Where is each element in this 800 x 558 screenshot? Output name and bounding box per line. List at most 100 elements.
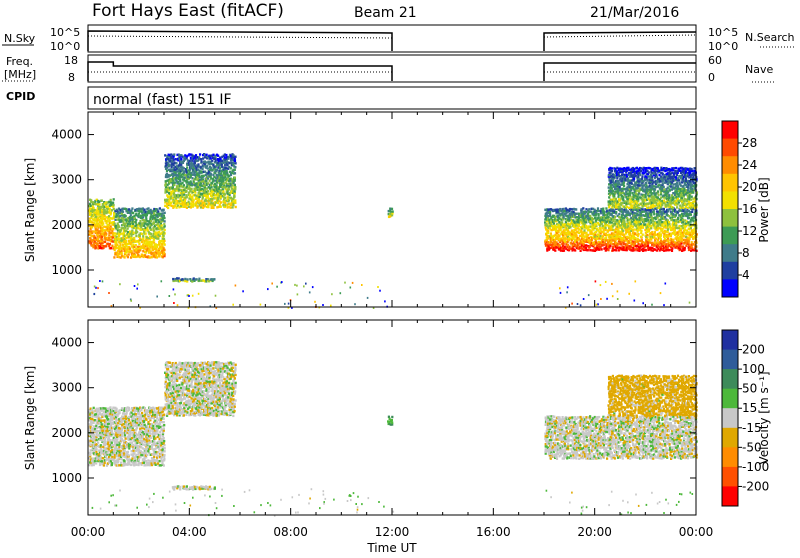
heatmap-cell <box>651 192 653 194</box>
heatmap-cell <box>142 254 144 256</box>
heatmap-cell <box>609 245 611 247</box>
heatmap-cell <box>224 197 226 199</box>
heatmap-cell <box>188 186 190 188</box>
heatmap-cell <box>615 249 617 251</box>
heatmap-cell <box>588 208 590 210</box>
heatmap-cell <box>623 181 625 183</box>
heatmap-cell <box>309 291 311 293</box>
freq-tick-bottom: 8 <box>68 71 75 84</box>
heatmap-cell <box>117 222 119 224</box>
heatmap-cell <box>678 182 680 184</box>
heatmap-cell <box>216 169 218 171</box>
heatmap-cell <box>677 170 679 172</box>
heatmap-cell <box>147 207 149 209</box>
heatmap-cell <box>690 198 692 200</box>
heatmap-cell <box>88 464 90 466</box>
heatmap-cell <box>661 241 663 243</box>
heatmap-cell <box>211 278 213 280</box>
heatmap-cell <box>234 202 236 204</box>
heatmap-cell <box>195 197 197 199</box>
heatmap-cell <box>150 229 152 231</box>
heatmap-cell <box>352 282 354 284</box>
heatmap-cell <box>340 292 342 294</box>
heatmap-cell <box>574 232 576 234</box>
heatmap-cell <box>689 194 691 196</box>
heatmap-cell <box>681 237 683 239</box>
heatmap-cell <box>96 448 98 450</box>
date-label: 21/Mar/2016 <box>590 5 679 21</box>
heatmap-cell <box>218 188 220 190</box>
heatmap-cell <box>630 217 632 219</box>
heatmap-cell <box>567 286 569 288</box>
heatmap-cell <box>689 213 691 215</box>
heatmap-cell <box>143 219 145 221</box>
heatmap-cell <box>159 235 161 237</box>
heatmap-cell <box>153 221 155 223</box>
heatmap-cell <box>640 213 642 215</box>
heatmap-cell <box>692 219 694 221</box>
heatmap-cell <box>200 158 202 160</box>
heatmap-cell <box>144 227 146 229</box>
heatmap-cell <box>185 190 187 192</box>
heatmap-cell <box>559 287 561 289</box>
heatmap-cell <box>217 190 219 192</box>
heatmap-cell <box>610 241 612 243</box>
heatmap-cell <box>134 285 136 287</box>
heatmap-cell <box>156 244 158 246</box>
heatmap-cell <box>620 219 622 221</box>
heatmap-cell <box>657 211 659 213</box>
heatmap-cell <box>173 153 175 155</box>
heatmap-cell <box>163 235 165 237</box>
heatmap-cell <box>575 234 577 236</box>
heatmap-cell <box>634 248 636 250</box>
heatmap-cell <box>647 212 649 214</box>
heatmap-cell <box>588 237 590 239</box>
heatmap-cell <box>687 221 689 223</box>
beam-label: Beam 21 <box>354 5 417 21</box>
heatmap-cell <box>141 233 143 235</box>
heatmap-cell <box>97 234 99 236</box>
heatmap-cell <box>101 227 103 229</box>
heatmap-cell <box>641 218 643 220</box>
heatmap-cell <box>671 194 673 196</box>
nsky-tick-bottom: 10^0 <box>50 40 80 53</box>
heatmap-cell <box>93 464 95 466</box>
heatmap-cell <box>288 303 290 305</box>
heatmap-cell <box>127 227 129 229</box>
heatmap-cell <box>296 285 298 287</box>
heatmap-cell <box>180 158 182 160</box>
heatmap-cell <box>224 193 226 195</box>
heatmap-cell <box>661 204 663 206</box>
heatmap-cell <box>228 199 230 201</box>
heatmap-cell <box>199 153 201 155</box>
heatmap-cell <box>113 208 115 210</box>
heatmap-cell <box>234 199 236 201</box>
heatmap-cell <box>161 280 163 282</box>
heatmap-cell <box>561 221 563 223</box>
heatmap-cell <box>595 280 597 282</box>
heatmap-cell <box>95 246 97 248</box>
heatmap-cell <box>677 234 679 236</box>
heatmap-cell <box>684 198 686 200</box>
heatmap-cell <box>690 227 692 229</box>
heatmap-cell <box>641 175 643 177</box>
heatmap-cell <box>149 256 151 258</box>
heatmap-cell <box>559 244 561 246</box>
heatmap-cell <box>668 249 670 251</box>
heatmap-cell <box>683 194 685 196</box>
heatmap-cell <box>232 204 234 206</box>
heatmap-cell <box>679 204 681 206</box>
heatmap-cell <box>634 300 636 302</box>
heatmap-cell <box>692 243 694 245</box>
heatmap-cell <box>668 188 670 190</box>
heatmap-cell <box>198 190 200 192</box>
heatmap-cell <box>384 300 386 302</box>
heatmap-cell <box>93 407 95 409</box>
heatmap-cell <box>651 304 653 306</box>
heatmap-cell <box>685 184 687 186</box>
heatmap-cell <box>573 211 575 213</box>
heatmap-cell <box>671 247 673 249</box>
heatmap-cell <box>220 172 222 174</box>
heatmap-cell <box>211 186 213 188</box>
heatmap-cell <box>93 422 95 424</box>
